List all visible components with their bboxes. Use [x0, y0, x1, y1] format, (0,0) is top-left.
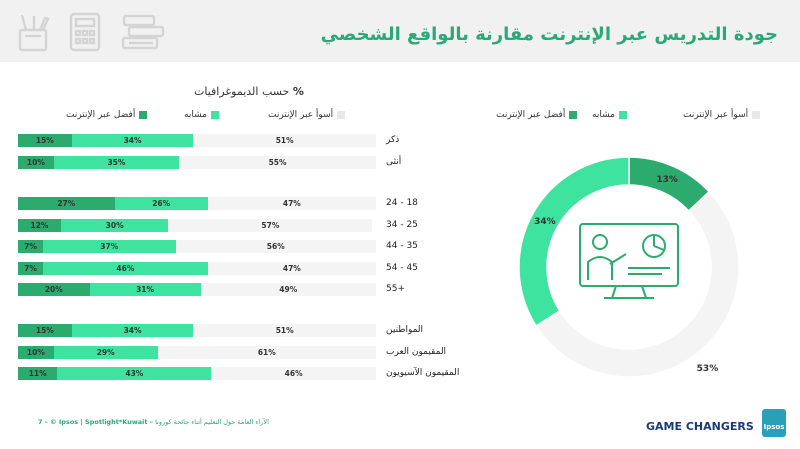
donut-label-worse: 53% — [697, 364, 719, 374]
legend-similar: مشابه — [184, 110, 219, 124]
bar-row: 12% 30% 57% — [18, 218, 376, 232]
bar-segment-similar: 43% — [57, 367, 212, 380]
legend-better: أفضل عبر الإنترنت — [66, 110, 148, 124]
bar-segment-better: 7% — [18, 240, 44, 253]
bar-segment-similar: 30% — [60, 218, 169, 232]
bar-segment-worse: 51% — [193, 134, 376, 147]
bar-row: 11% 43% 46% — [18, 367, 376, 380]
donut-legend-better-label: أفضل عبر الإنترنت — [496, 110, 566, 120]
books-stack-icon — [121, 14, 165, 50]
pencil-cup-icon — [18, 14, 50, 52]
donut-label-better: 13% — [656, 175, 678, 185]
bar-segment-better: 27% — [18, 197, 115, 210]
bar-segment-similar: 26% — [114, 197, 208, 210]
bar-category-label: المقيمون الآسيويون — [386, 368, 460, 378]
bar-segment-better: 7% — [18, 261, 44, 275]
donut-legend-worse-swatch — [752, 110, 761, 119]
bar-category-label: أنثى — [386, 156, 402, 167]
bar-category-label: ذكر — [386, 135, 400, 145]
bar-segment-similar: 35% — [53, 155, 180, 169]
bar-segment-better: 20% — [18, 283, 90, 296]
overall-donut-chart: 13% 53% 34% — [518, 156, 740, 378]
header-band — [0, 0, 800, 62]
donut-legend-similar: مشابه — [592, 110, 627, 124]
donut-legend-better-swatch — [569, 110, 578, 119]
calculator-icon — [69, 12, 101, 52]
footer-brand: – © Ipsos | Spotlight*Kuwait – — [44, 418, 153, 426]
page-title: جودة التدريس عبر الإنترنت مقارنة بالواقع… — [320, 24, 778, 45]
legend-better-swatch — [139, 110, 148, 119]
bar-category-label: +55 — [386, 284, 405, 294]
bar-category-label: 18 - 24 — [386, 198, 418, 208]
bar-segment-better: 11% — [18, 367, 58, 380]
bar-segment-better: 10% — [18, 155, 54, 169]
bar-segment-similar: 46% — [43, 261, 208, 275]
bar-segment-worse: 55% — [179, 155, 376, 169]
donut-slice-similar — [518, 156, 630, 327]
bar-segment-similar: 29% — [53, 345, 158, 359]
bar-segment-worse: 49% — [200, 283, 376, 296]
donut-label-similar: 34% — [534, 217, 556, 227]
bar-row: 7% 46% 47% — [18, 261, 376, 275]
page-number: 7 — [38, 418, 43, 426]
legend-better-label: أفضل عبر الإنترنت — [66, 110, 136, 120]
bar-segment-similar: 34% — [71, 134, 194, 147]
legend-worse-swatch — [337, 110, 346, 119]
game-changers-tagline: GAME CHANGERS — [646, 420, 754, 433]
bar-segment-better: 15% — [18, 134, 72, 147]
bar-segment-worse: 51% — [193, 324, 376, 337]
legend-similar-swatch — [210, 110, 219, 119]
subtitle-percent: % — [292, 85, 304, 98]
bar-segment-better: 15% — [18, 324, 72, 337]
bar-segment-worse: 61% — [157, 345, 376, 359]
online-teacher-screen-icon — [579, 223, 679, 299]
bar-segment-worse: 57% — [168, 218, 373, 232]
bar-row: 27% 26% 47% — [18, 197, 376, 210]
bar-row: 15% 34% 51% — [18, 134, 376, 147]
bar-segment-worse: 47% — [207, 197, 376, 210]
bar-segment-similar: 34% — [71, 324, 194, 337]
legend-worse: أسوأ عبر الإنترنت — [268, 110, 346, 124]
subtitle-text: حسب الديموغرافيات — [194, 85, 290, 98]
bar-category-label: المقيمون العرب — [386, 346, 447, 357]
bar-segment-worse: 56% — [175, 240, 376, 253]
bar-segment-better: 12% — [18, 218, 61, 232]
bar-category-label: 35 - 44 — [386, 241, 418, 251]
donut-legend-similar-swatch — [618, 110, 627, 119]
bar-category-label: المواطنين — [386, 325, 424, 335]
donut-legend-similar-label: مشابه — [592, 110, 615, 120]
bar-category-label: 45 - 54 — [386, 262, 418, 273]
bar-segment-worse: 47% — [207, 261, 376, 275]
bar-row: 20% 31% 49% — [18, 283, 376, 296]
bar-row: 15% 34% 51% — [18, 324, 376, 337]
bar-row: 7% 37% 56% — [18, 240, 376, 253]
donut-slice-worse — [535, 190, 740, 378]
donut-legend-worse-label: أسوأ عبر الإنترنت — [683, 110, 749, 120]
legend-similar-label: مشابه — [184, 110, 207, 120]
bar-row: 10% 29% 61% — [18, 345, 376, 359]
legend-worse-label: أسوأ عبر الإنترنت — [268, 110, 334, 120]
bar-segment-better: 10% — [18, 345, 54, 359]
donut-legend-worse: أسوأ عبر الإنترنت — [683, 110, 761, 124]
donut-legend-better: أفضل عبر الإنترنت — [496, 110, 578, 124]
demographics-subtitle: % حسب الديموغرافيات — [194, 85, 304, 98]
bar-segment-worse: 46% — [211, 367, 376, 380]
bar-row: 10% 35% 55% — [18, 155, 376, 169]
bar-segment-similar: 31% — [89, 283, 201, 296]
bar-segment-similar: 37% — [43, 240, 176, 253]
ipsos-logo: Ipsos — [762, 409, 786, 437]
footer-credit: 7 – © Ipsos | Spotlight*Kuwait – الآراء … — [38, 418, 269, 426]
bar-category-label: 25 - 34 — [386, 219, 418, 230]
footer-note: الآراء العامة حول التعليم أثناء جائحة كو… — [155, 418, 269, 426]
